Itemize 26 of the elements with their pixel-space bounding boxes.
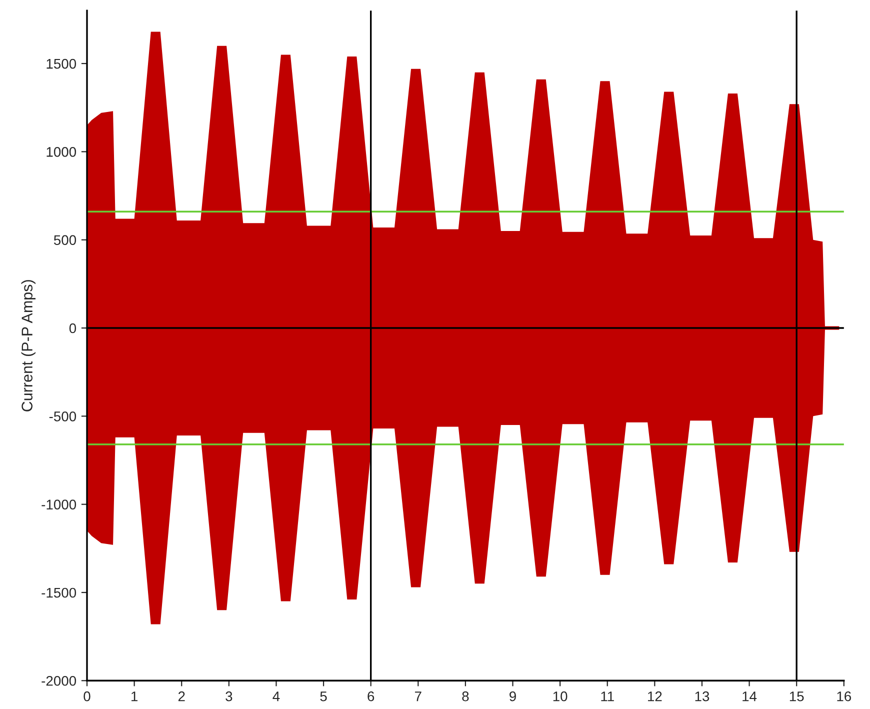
x-tick-label: 5 <box>320 692 327 702</box>
x-tick-label: 9 <box>510 691 516 702</box>
x-tick-label: 7 <box>414 692 422 702</box>
x-tick-label: 11 <box>601 692 614 702</box>
x-tick-label: 16 <box>837 691 852 702</box>
y-tick-label: -1500 <box>42 588 76 598</box>
x-tick-label: 10 <box>553 691 568 702</box>
y-tick-label: -1000 <box>42 500 76 510</box>
y-tick-label: 500 <box>54 235 76 246</box>
x-tick-label: 2 <box>178 691 185 702</box>
x-tick-label: 6 <box>368 691 374 702</box>
y-tick-label: -500 <box>49 412 76 422</box>
x-tick-label: 14 <box>742 692 757 702</box>
y-tick-label: 1000 <box>46 147 76 157</box>
x-tick-label: 8 <box>462 691 469 702</box>
x-tick-label: 1 <box>132 692 138 702</box>
x-tick-label: 4 <box>272 692 280 702</box>
y-tick-label: 1500 <box>46 58 76 69</box>
x-tick-label: 15 <box>790 692 804 702</box>
y-axis-title: Current (P-P Amps) <box>21 280 36 412</box>
x-tick-label: 3 <box>226 691 232 702</box>
x-tick-label: 12 <box>648 691 662 702</box>
x-tick-label: 0 <box>84 691 90 702</box>
y-tick-label: -2000 <box>42 676 76 686</box>
y-tick-label: 0 <box>69 323 76 334</box>
x-tick-label: 13 <box>695 691 710 702</box>
